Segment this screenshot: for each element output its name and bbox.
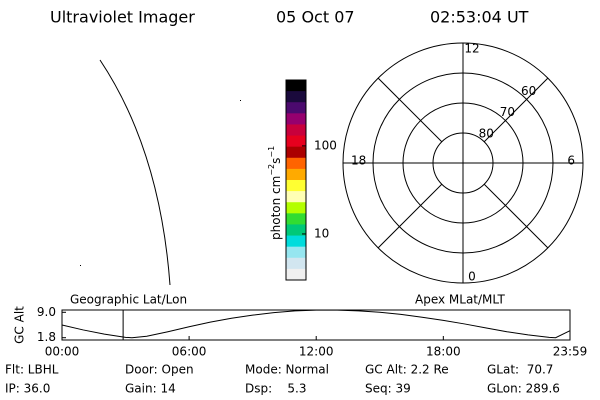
mlt-label: 12 (464, 42, 479, 56)
mlt-label: 18 (351, 154, 366, 168)
color-swatch (286, 168, 306, 181)
color-swatch (286, 213, 306, 225)
info-field: Gain: 14 (125, 382, 176, 396)
title: Ultraviolet Imager (50, 8, 195, 27)
color-swatch (286, 124, 306, 137)
color-swatch (286, 224, 306, 237)
color-swatch (286, 268, 306, 281)
color-swatch (286, 146, 306, 159)
info-field: GLon: 289.6 (487, 382, 560, 396)
info-field: Seq: 39 (365, 382, 411, 396)
color-swatch (286, 80, 306, 92)
color-swatch (286, 235, 306, 248)
polar-diagonal (483, 183, 549, 249)
colorbar-tick-label: 10 (314, 226, 329, 240)
x-tick-label: 18:00 (426, 345, 461, 359)
color-swatch (286, 191, 306, 203)
color-swatch (286, 202, 306, 214)
colorbar-frame (285, 79, 307, 281)
info-field: Dsp: 5.3 (245, 382, 307, 396)
info-field: GC Alt: 2.2 Re (365, 363, 449, 377)
x-tick-label: 00:00 (45, 345, 80, 359)
colorbar-label: photon cm−2s−1 (267, 146, 283, 240)
ring-label: 70 (500, 105, 515, 119)
altitude-line (61, 309, 571, 339)
y-tick-label: 9.0 (37, 305, 56, 319)
x-tick-label: 12:00 (299, 345, 334, 359)
info-field: Door: Open (125, 363, 194, 377)
left-label: Geographic Lat/Lon (70, 293, 187, 307)
y-tick-label: 1.8 (37, 330, 56, 344)
info-field: Flt: LBHL (5, 363, 59, 377)
colorbar-tick-label: 100 (314, 138, 337, 152)
dot (80, 265, 81, 266)
date: 05 Oct 07 (276, 8, 355, 27)
polar-ring (432, 132, 494, 194)
polar-diagonal (377, 183, 443, 249)
polar-ring (372, 72, 554, 254)
polar-diagonal (483, 77, 549, 143)
color-swatch (286, 102, 306, 114)
ring-label: 80 (479, 126, 494, 140)
polar-diagonal (377, 77, 443, 143)
info-field: Mode: Normal (245, 363, 329, 377)
right-label: Apex MLat/MLT (415, 293, 505, 307)
y-axis-label: GC Alt (13, 306, 27, 344)
color-swatch (286, 91, 306, 103)
polar-ring (402, 102, 524, 224)
color-swatch (286, 113, 306, 125)
info-field: GLat: 70.7 (487, 363, 553, 377)
x-tick-label: 23:59 (553, 345, 588, 359)
x-tick-label: 06:00 (172, 345, 207, 359)
mlt-label: 0 (468, 270, 476, 284)
time: 02:53:04 UT (430, 8, 529, 27)
earth-limb (99, 59, 171, 286)
color-swatch (286, 135, 306, 148)
info-field: IP: 36.0 (5, 382, 50, 396)
color-swatch (286, 180, 306, 192)
color-swatch (286, 246, 306, 259)
mlt-label: 6 (567, 154, 575, 168)
ring-label: 60 (521, 84, 536, 98)
color-swatch (286, 257, 306, 270)
dot (240, 100, 241, 101)
color-swatch (286, 157, 306, 170)
